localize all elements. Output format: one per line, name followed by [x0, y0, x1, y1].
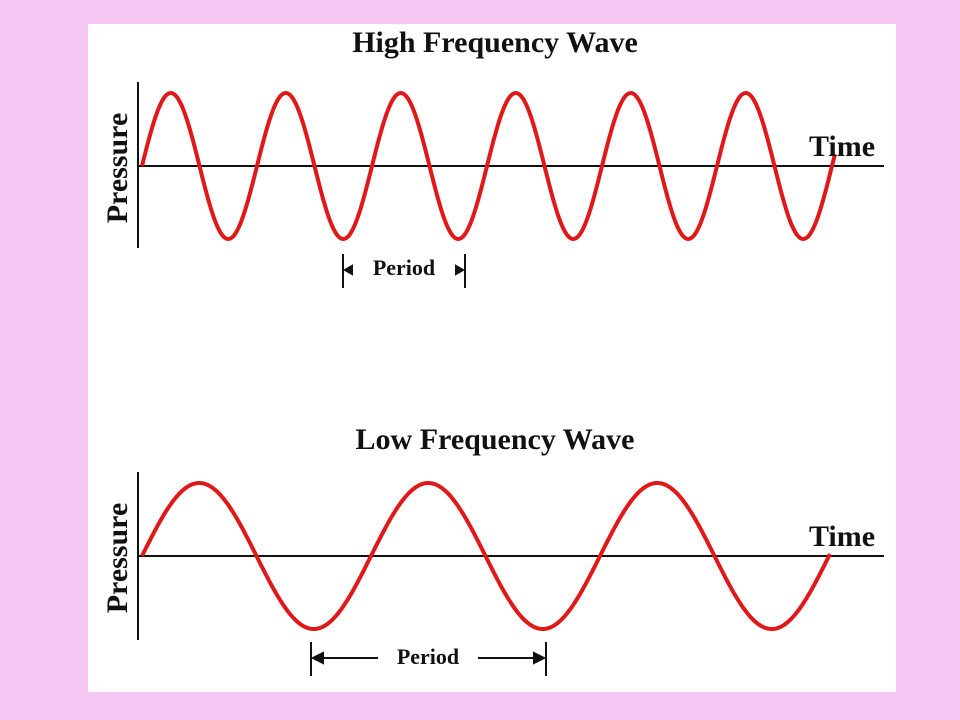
title: Low Frequency Wave	[356, 423, 635, 456]
wave	[140, 480, 832, 632]
title: High Frequency Wave	[352, 26, 638, 59]
wave	[140, 91, 837, 241]
x-label: Time	[809, 130, 875, 163]
period-arrow	[310, 651, 547, 665]
period-label: Period	[373, 255, 435, 280]
period-marker	[342, 254, 466, 288]
panel-background	[88, 24, 896, 692]
x-label: Time	[809, 520, 875, 553]
period-arrow	[342, 264, 466, 276]
y-label: Pressure	[101, 503, 134, 614]
period-marker	[310, 642, 547, 676]
period-label: Period	[397, 644, 459, 669]
y-label: Pressure	[101, 113, 134, 224]
